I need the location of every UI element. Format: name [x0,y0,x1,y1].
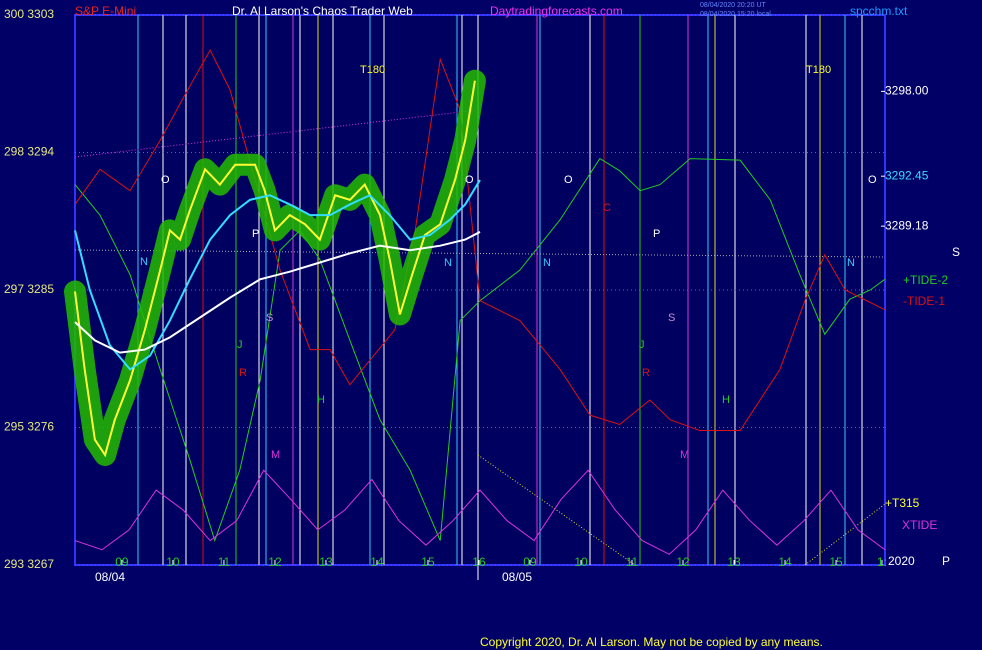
annotation: O [564,174,573,186]
annotation: S [952,245,960,259]
series-line [74,469,886,555]
level-line [74,249,886,258]
data-layer [64,14,886,566]
legend-entry: XTIDE [902,518,937,532]
date-label: 08/04 [95,570,125,584]
y-tick-label: 297 3285 [4,282,54,296]
annotation: P [252,228,259,240]
series-line [74,49,886,432]
annotation: P [653,228,660,240]
date-label: 08/05 [502,570,532,584]
annotation: M [271,449,280,461]
annotation: 2020 [888,554,915,568]
x-tick-label: 14 [370,555,384,569]
legend-entry: +TIDE-2 [903,273,948,287]
x-tick-label: 15 [829,555,843,569]
legend-entry: -TIDE-1 [903,294,945,308]
annotation: S [266,312,273,324]
annotation: M [680,449,689,461]
timestamp: 08/04/2020 15:20 local [700,11,771,18]
y-tick-label: 295 3276 [4,420,54,434]
x-tick-label: 12 [676,555,690,569]
annotation: J [237,339,243,351]
right-tick-label: 3298.00 [885,84,929,98]
site: Daytradingforecasts.com [490,4,623,18]
annotation: H [317,394,325,406]
x-tick-label: 15 [421,555,435,569]
x-tick-label: 10 [574,555,588,569]
annotation: N [444,257,452,269]
annotation: H [722,394,730,406]
annotation: O [161,174,170,186]
series-line [74,179,481,371]
x-tick-label: 12 [268,555,282,569]
annotation: +T315 [885,496,920,510]
symbol: S&P E-Mini [75,4,136,18]
annotation: S [668,312,675,324]
right-tick-label: 3292.45 [885,168,929,182]
annotation: N [847,257,855,269]
annotation: T180 [360,64,385,76]
x-tick-label: 11 [626,555,639,569]
annotation: T180 [806,64,831,76]
annotation: N [543,257,551,269]
timestamp: 08/04/2020 20:20 UT [700,2,766,9]
copyright: Copyright 2020, Dr. Al Larson. May not b… [480,635,823,649]
x-tick-label: 16 [472,555,486,569]
right-tick-label: 3289.18 [885,218,929,232]
annotation: O [868,174,877,186]
trend-line [477,454,636,566]
series-line [74,157,886,543]
annotation: R [239,367,247,379]
y-tick-label: 298 3294 [4,145,54,159]
x-tick-label: 11 [218,555,231,569]
annotation: R [642,367,650,379]
y-tick-label: 293 3267 [4,557,54,571]
series-line [74,231,481,354]
x-tick-label: 09 [115,555,129,569]
x-tick-label: 14 [778,555,792,569]
x-tick-label: 13 [727,555,741,569]
file-name: spcchm.txt [850,4,908,18]
series-line [74,80,476,458]
annotation: N [140,256,148,268]
x-tick-label: 10 [166,555,180,569]
annotation: O [465,174,474,186]
x-tick-label: 13 [319,555,333,569]
x-tick-label: 1: [877,555,887,569]
annotations: T180 T180 O N P S J R H M O N O N C P S … [140,64,960,568]
chart-title: Dr. Al Larson's Chaos Trader Web [232,4,413,18]
x-tick-label: 09 [523,555,537,569]
annotation: J [639,339,645,351]
y-tick-label: 300 3303 [4,7,54,21]
annotation: C [603,202,611,214]
annotation: P [942,554,950,568]
